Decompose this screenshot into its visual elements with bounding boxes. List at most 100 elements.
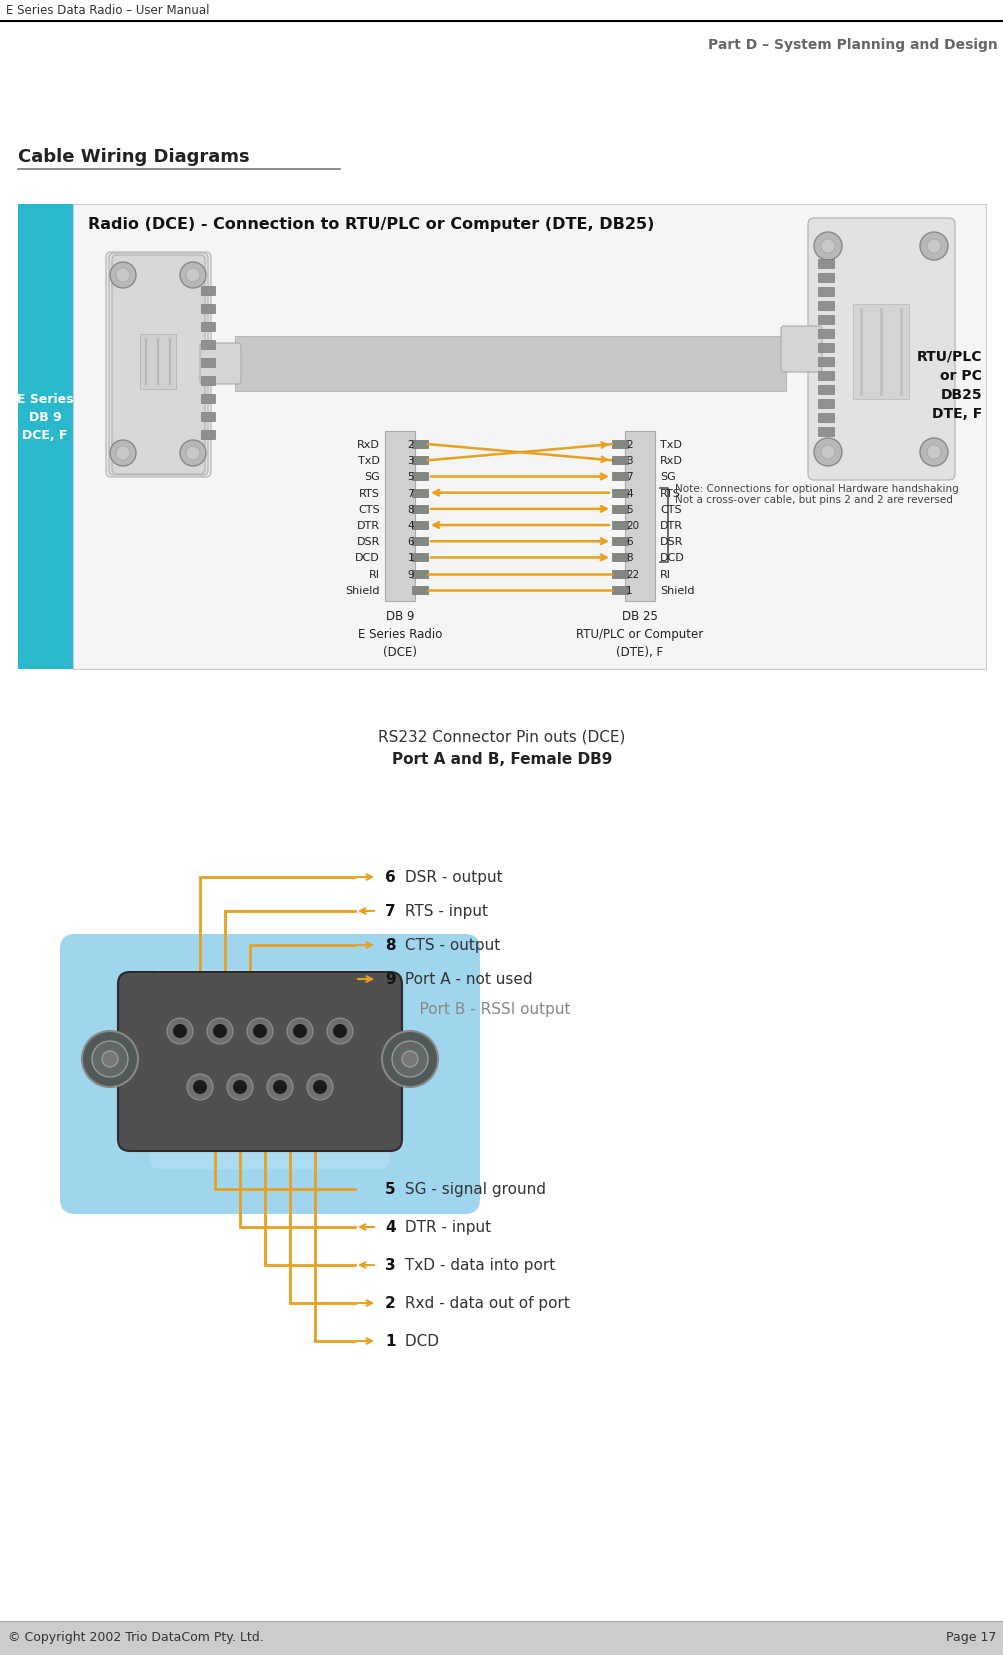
Bar	[18, 205, 73, 670]
Text: © Copyright 2002 Trio DataCom Pty. Ltd.: © Copyright 2002 Trio DataCom Pty. Ltd.	[8, 1630, 264, 1643]
Circle shape	[926, 240, 940, 253]
Circle shape	[82, 1031, 137, 1087]
Text: RI: RI	[369, 569, 379, 579]
Text: 3: 3	[384, 1258, 395, 1273]
Circle shape	[307, 1074, 333, 1101]
Text: 9: 9	[384, 971, 395, 986]
Text: DTR: DTR	[357, 521, 379, 531]
Circle shape	[820, 445, 834, 460]
FancyBboxPatch shape	[109, 253, 208, 475]
Circle shape	[110, 440, 135, 467]
Circle shape	[919, 233, 947, 261]
Circle shape	[227, 1074, 253, 1101]
Text: 4: 4	[407, 521, 413, 531]
Text: DSR - output: DSR - output	[399, 871, 503, 885]
Text: RI: RI	[659, 569, 670, 579]
Text: 20: 20	[626, 521, 639, 531]
Bar	[817, 427, 833, 437]
Bar	[612, 538, 627, 546]
FancyBboxPatch shape	[807, 218, 954, 480]
Bar	[139, 334, 176, 391]
Bar	[411, 521, 427, 530]
Text: Port B - RSSI output: Port B - RSSI output	[399, 1001, 570, 1016]
Text: 8: 8	[384, 938, 395, 953]
Circle shape	[820, 240, 834, 253]
Text: DTE, F: DTE, F	[931, 407, 981, 420]
Bar	[201, 341, 215, 349]
FancyBboxPatch shape	[780, 326, 821, 372]
Circle shape	[116, 447, 129, 460]
Text: RTS: RTS	[359, 488, 379, 498]
Circle shape	[401, 1051, 417, 1067]
Bar	[201, 412, 215, 422]
Text: 4: 4	[384, 1220, 395, 1235]
Text: 5: 5	[384, 1182, 395, 1197]
Text: 9: 9	[407, 569, 413, 579]
Text: SG: SG	[659, 472, 675, 482]
Bar	[0, 1620, 1003, 1655]
Bar	[612, 571, 627, 578]
FancyBboxPatch shape	[106, 253, 211, 478]
Circle shape	[327, 1018, 353, 1044]
Bar	[411, 538, 427, 546]
Bar	[411, 571, 427, 578]
Text: DTR - input: DTR - input	[399, 1220, 490, 1235]
Text: E Series Data Radio – User Manual: E Series Data Radio – User Manual	[6, 5, 210, 18]
Text: 22: 22	[626, 569, 639, 579]
Circle shape	[273, 1081, 287, 1094]
Circle shape	[381, 1031, 437, 1087]
Text: 1: 1	[626, 586, 632, 596]
FancyBboxPatch shape	[60, 935, 479, 1215]
Bar	[201, 305, 215, 314]
Text: 1: 1	[407, 553, 413, 563]
Bar	[817, 401, 833, 409]
Text: Port A - not used: Port A - not used	[399, 971, 533, 986]
Circle shape	[813, 439, 842, 467]
Circle shape	[116, 268, 129, 283]
Text: DCD: DCD	[659, 553, 684, 563]
FancyBboxPatch shape	[200, 344, 241, 384]
Circle shape	[110, 263, 135, 290]
Text: 5: 5	[626, 505, 632, 515]
Bar	[817, 329, 833, 339]
Text: CTS - output: CTS - output	[399, 938, 499, 953]
Text: DB 25
RTU/PLC or Computer
(DTE), F: DB 25 RTU/PLC or Computer (DTE), F	[576, 609, 703, 659]
Circle shape	[166, 1018, 193, 1044]
Bar	[201, 377, 215, 386]
Bar	[411, 490, 427, 498]
Bar	[817, 344, 833, 353]
Text: RTS - input: RTS - input	[399, 904, 487, 919]
Circle shape	[293, 1024, 307, 1038]
Bar	[411, 440, 427, 449]
Text: 7: 7	[626, 472, 632, 482]
Text: CTS: CTS	[659, 505, 681, 515]
Bar	[411, 457, 427, 465]
Circle shape	[233, 1081, 247, 1094]
Text: DCD: DCD	[399, 1334, 438, 1349]
Text: 4: 4	[626, 488, 632, 498]
Bar	[201, 396, 215, 404]
Text: RTS: RTS	[659, 488, 680, 498]
Text: Port A and B, Female DB9: Port A and B, Female DB9	[391, 751, 612, 766]
Text: DSR: DSR	[356, 536, 379, 546]
Bar	[817, 288, 833, 296]
Bar	[235, 338, 785, 392]
Circle shape	[391, 1041, 427, 1077]
Circle shape	[173, 1024, 187, 1038]
Bar	[411, 473, 427, 482]
Text: RTU/PLC: RTU/PLC	[916, 349, 981, 364]
Bar	[817, 273, 833, 283]
Circle shape	[213, 1024, 227, 1038]
Bar	[612, 473, 627, 482]
Bar	[817, 316, 833, 324]
Text: TxD: TxD	[358, 457, 379, 467]
Circle shape	[186, 447, 200, 460]
Text: 1: 1	[384, 1334, 395, 1349]
FancyBboxPatch shape	[810, 222, 951, 478]
Text: 3: 3	[407, 457, 413, 467]
Text: Radio (DCE) - Connection to RTU/PLC or Computer (DTE, DB25): Radio (DCE) - Connection to RTU/PLC or C…	[88, 217, 654, 232]
Bar	[612, 490, 627, 498]
Bar	[817, 357, 833, 367]
Text: DB25: DB25	[940, 387, 981, 402]
Bar	[411, 505, 427, 513]
